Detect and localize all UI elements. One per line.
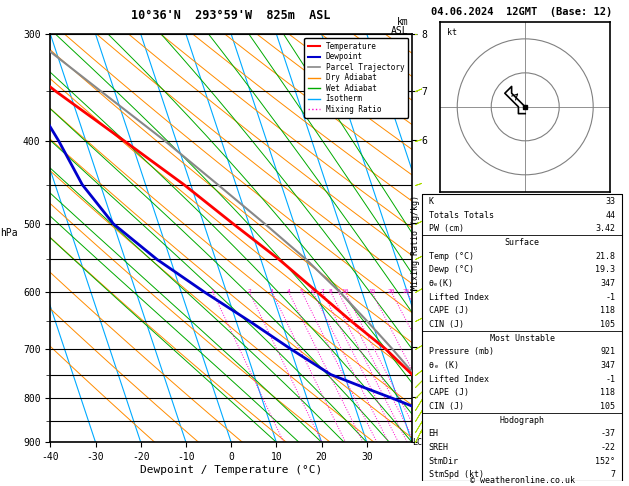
Text: θₑ (K): θₑ (K) bbox=[429, 361, 459, 370]
Text: 152°: 152° bbox=[596, 457, 615, 466]
Text: 19.3: 19.3 bbox=[596, 265, 615, 275]
Text: 44: 44 bbox=[606, 211, 615, 220]
Text: PW (cm): PW (cm) bbox=[429, 225, 464, 233]
Text: 15: 15 bbox=[368, 289, 376, 294]
Text: 9: 9 bbox=[337, 289, 340, 294]
Text: CAPE (J): CAPE (J) bbox=[429, 307, 469, 315]
Text: Dewp (°C): Dewp (°C) bbox=[429, 265, 474, 275]
Text: StmDir: StmDir bbox=[429, 457, 459, 466]
Text: Pressure (mb): Pressure (mb) bbox=[429, 347, 494, 356]
Text: -37: -37 bbox=[601, 430, 615, 438]
Text: km: km bbox=[397, 17, 409, 27]
Text: EH: EH bbox=[429, 430, 438, 438]
Text: LCL: LCL bbox=[412, 438, 427, 447]
Text: 20: 20 bbox=[387, 289, 395, 294]
Text: Hodograph: Hodograph bbox=[499, 416, 545, 425]
Text: 1: 1 bbox=[211, 289, 214, 294]
Text: 10: 10 bbox=[341, 289, 348, 294]
Text: 7: 7 bbox=[611, 470, 615, 480]
Text: 10°36'N  293°59'W  825m  ASL: 10°36'N 293°59'W 825m ASL bbox=[131, 9, 331, 22]
Text: Most Unstable: Most Unstable bbox=[489, 334, 555, 343]
Text: SREH: SREH bbox=[429, 443, 448, 452]
Text: 921: 921 bbox=[601, 347, 615, 356]
Y-axis label: hPa: hPa bbox=[0, 228, 18, 238]
Text: 3.42: 3.42 bbox=[596, 225, 615, 233]
Text: 347: 347 bbox=[601, 279, 615, 288]
Text: 118: 118 bbox=[601, 388, 615, 398]
Text: 4: 4 bbox=[287, 289, 291, 294]
Text: K: K bbox=[429, 197, 433, 206]
Text: 5: 5 bbox=[300, 289, 304, 294]
Text: 04.06.2024  12GMT  (Base: 12): 04.06.2024 12GMT (Base: 12) bbox=[431, 7, 613, 17]
Text: θₑ(K): θₑ(K) bbox=[429, 279, 454, 288]
Text: Lifted Index: Lifted Index bbox=[429, 375, 489, 384]
Text: 118: 118 bbox=[601, 307, 615, 315]
Text: -22: -22 bbox=[601, 443, 615, 452]
Text: 105: 105 bbox=[601, 320, 615, 329]
Text: 347: 347 bbox=[601, 361, 615, 370]
Text: 33: 33 bbox=[606, 197, 615, 206]
Text: © weatheronline.co.uk: © weatheronline.co.uk bbox=[470, 476, 574, 485]
X-axis label: Dewpoint / Temperature (°C): Dewpoint / Temperature (°C) bbox=[140, 465, 322, 475]
Text: 3: 3 bbox=[270, 289, 274, 294]
Text: 7: 7 bbox=[320, 289, 324, 294]
Text: ASL: ASL bbox=[391, 26, 409, 36]
Text: Totals Totals: Totals Totals bbox=[429, 211, 494, 220]
Text: -1: -1 bbox=[606, 375, 615, 384]
Legend: Temperature, Dewpoint, Parcel Trajectory, Dry Adiabat, Wet Adiabat, Isotherm, Mi: Temperature, Dewpoint, Parcel Trajectory… bbox=[304, 38, 408, 118]
Text: CAPE (J): CAPE (J) bbox=[429, 388, 469, 398]
FancyBboxPatch shape bbox=[423, 194, 621, 481]
Text: 21.8: 21.8 bbox=[596, 252, 615, 261]
Text: CIN (J): CIN (J) bbox=[429, 320, 464, 329]
Text: CIN (J): CIN (J) bbox=[429, 402, 464, 411]
Text: 25: 25 bbox=[403, 289, 410, 294]
Text: 6: 6 bbox=[311, 289, 314, 294]
Text: 105: 105 bbox=[601, 402, 615, 411]
Text: kt: kt bbox=[447, 29, 457, 37]
Text: StmSpd (kt): StmSpd (kt) bbox=[429, 470, 484, 480]
Text: 8: 8 bbox=[329, 289, 333, 294]
Text: Temp (°C): Temp (°C) bbox=[429, 252, 474, 261]
Text: Lifted Index: Lifted Index bbox=[429, 293, 489, 302]
Text: -1: -1 bbox=[606, 293, 615, 302]
Text: 2: 2 bbox=[247, 289, 251, 294]
Text: Mixing Ratio (g/kg): Mixing Ratio (g/kg) bbox=[411, 195, 420, 291]
Text: Surface: Surface bbox=[504, 238, 540, 247]
